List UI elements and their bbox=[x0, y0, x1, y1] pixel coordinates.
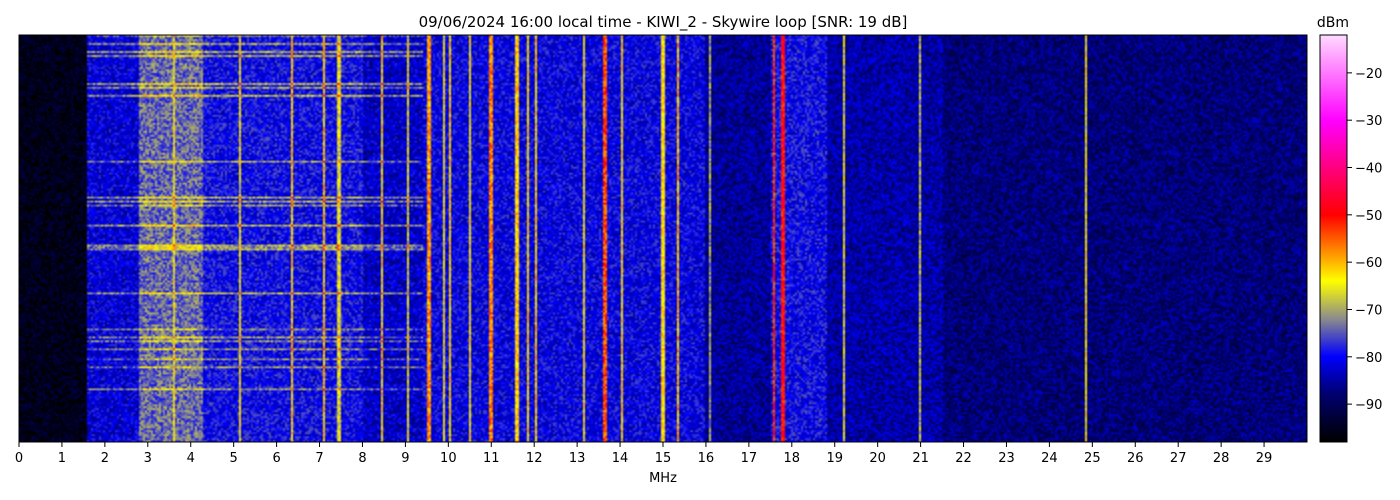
x-tick-label: 2 bbox=[101, 451, 109, 466]
colorbar-ticks: −20 −30 −40 −50 −60 −70 −80 −90 bbox=[1347, 67, 1382, 413]
x-tick-label: 21 bbox=[912, 451, 929, 466]
colorbar-tick-label: −90 bbox=[1355, 398, 1382, 413]
x-tick-label: 17 bbox=[741, 451, 758, 466]
colorbar-frame bbox=[1319, 34, 1348, 443]
x-tick-label: 8 bbox=[358, 451, 366, 466]
colorbar-tick-label: −70 bbox=[1355, 303, 1382, 318]
x-axis-label: MHz bbox=[649, 471, 677, 486]
x-tick-label: 15 bbox=[655, 451, 672, 466]
colorbar-tick-label: −50 bbox=[1355, 209, 1382, 224]
x-tick-label: 22 bbox=[955, 451, 972, 466]
colorbar-tick-label: −80 bbox=[1355, 351, 1382, 366]
x-tick-label: 7 bbox=[315, 451, 323, 466]
x-tick-label: 20 bbox=[869, 451, 886, 466]
x-tick-label: 25 bbox=[1084, 451, 1101, 466]
colorbar-tick-label: −40 bbox=[1355, 162, 1382, 177]
x-tick-label: 26 bbox=[1127, 451, 1144, 466]
colorbar-tick-label: −60 bbox=[1355, 256, 1382, 271]
x-tick-label: 14 bbox=[612, 451, 629, 466]
x-tick-label: 1 bbox=[58, 451, 66, 466]
x-tick-label: 5 bbox=[230, 451, 238, 466]
x-tick-label: 23 bbox=[998, 451, 1015, 466]
x-tick-label: 3 bbox=[144, 451, 152, 466]
waterfall-heatmap bbox=[19, 35, 1307, 442]
x-tick-label: 16 bbox=[698, 451, 715, 466]
x-tick-label: 29 bbox=[1256, 451, 1273, 466]
colorbar-label: dBm bbox=[1317, 15, 1349, 31]
x-tick-label: 13 bbox=[569, 451, 586, 466]
colorbar-gradient bbox=[1320, 35, 1347, 442]
x-tick-label: 4 bbox=[187, 451, 195, 466]
x-tick-label: 24 bbox=[1041, 451, 1058, 466]
x-tick-label: 19 bbox=[826, 451, 843, 466]
x-tick-label: 6 bbox=[272, 451, 280, 466]
x-tick-label: 18 bbox=[784, 451, 801, 466]
x-tick-label: 10 bbox=[440, 451, 457, 466]
x-axis-ticks: 0 1 2 3 4 5 6 7 8 9 10 11 12 13 14 15 16 17 18 19 20 21 22 23 24… bbox=[15, 442, 1272, 466]
chart-title: 09/06/2024 16:00 local time - KIWI_2 - S… bbox=[419, 13, 908, 32]
x-tick-label: 9 bbox=[401, 451, 409, 466]
x-tick-label: 12 bbox=[526, 451, 543, 466]
x-tick-label: 11 bbox=[483, 451, 500, 466]
x-tick-label: 0 bbox=[15, 451, 23, 466]
x-tick-label: 28 bbox=[1213, 451, 1230, 466]
colorbar-tick-label: −30 bbox=[1355, 114, 1382, 129]
x-tick-label: 27 bbox=[1170, 451, 1187, 466]
colorbar-tick-label: −20 bbox=[1355, 67, 1382, 82]
